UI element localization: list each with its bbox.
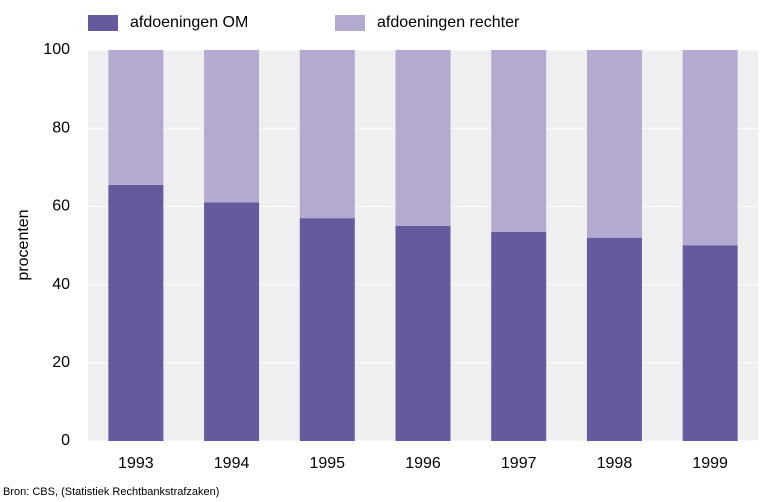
x-tick-label: 1995 <box>309 455 345 472</box>
x-tick-label: 1996 <box>405 455 441 472</box>
bar-segment <box>204 50 260 203</box>
x-tick-label: 1999 <box>692 455 728 472</box>
y-tick-label: 80 <box>52 119 70 136</box>
bar-segment <box>395 225 451 441</box>
y-axis-label: procenten <box>15 209 32 280</box>
bar-segment <box>682 50 738 246</box>
bar-segment <box>299 50 355 219</box>
x-tick-label: 1998 <box>597 455 633 472</box>
bar-segment <box>682 245 738 441</box>
bar-segment <box>299 218 355 441</box>
legend-swatch <box>88 15 118 31</box>
x-tick-label: 1994 <box>214 455 250 472</box>
bar-segment <box>491 50 547 232</box>
y-tick-label: 100 <box>43 41 70 58</box>
bar-segment <box>108 184 164 441</box>
bar-segment <box>586 50 642 238</box>
x-tick-label: 1997 <box>501 455 537 472</box>
bar-segment <box>395 50 451 226</box>
bar-segment <box>491 231 547 441</box>
x-tick-label: 1993 <box>118 455 154 472</box>
y-tick-label: 60 <box>52 198 70 215</box>
legend-label: afdoeningen rechter <box>377 14 520 31</box>
bar-segment <box>204 202 260 441</box>
legend-swatch <box>335 15 365 31</box>
legend-label: afdoeningen OM <box>130 14 248 31</box>
y-tick-label: 20 <box>52 354 70 371</box>
bar-segment <box>108 50 164 185</box>
source-note: Bron: CBS, (Statistiek Rechtbankstrafzak… <box>3 486 219 498</box>
bar-segment <box>586 237 642 441</box>
y-tick-label: 0 <box>61 432 70 449</box>
y-tick-label: 40 <box>52 276 70 293</box>
